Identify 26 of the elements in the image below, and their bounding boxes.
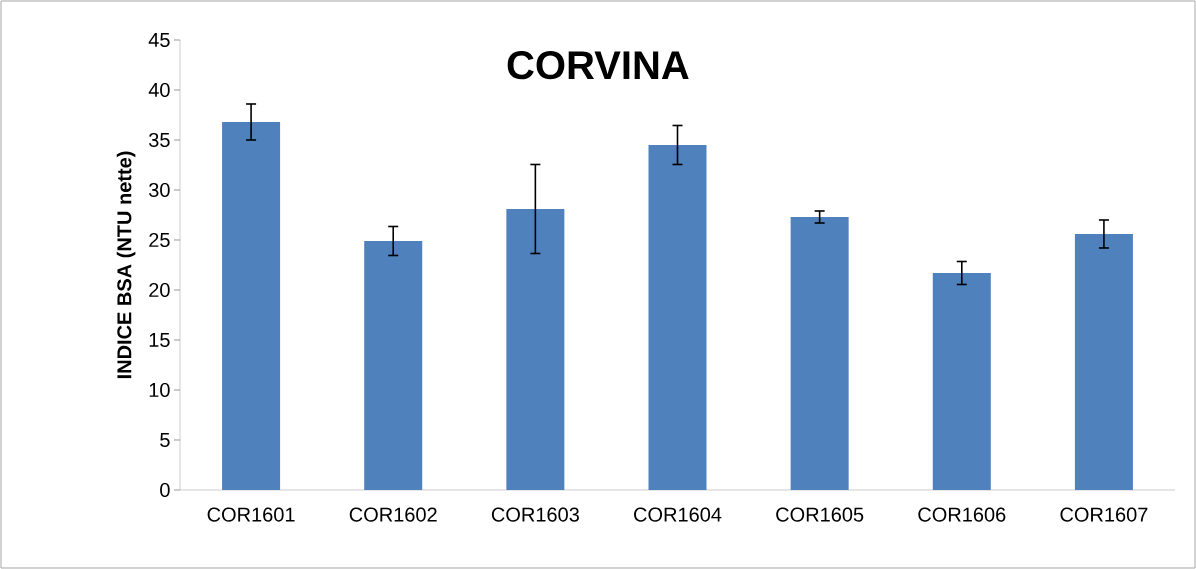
y-tick-label: 15: [149, 333, 170, 347]
y-tick-label: 20: [149, 282, 170, 298]
x-tick-label: COR1605: [776, 507, 864, 522]
y-tick-label: 25: [149, 232, 170, 248]
bar: [790, 216, 849, 490]
y-tick-label: 40: [148, 82, 170, 98]
bar: [364, 240, 423, 490]
x-tick-label: COR1607: [1060, 507, 1148, 522]
y-tick-label: 5: [160, 433, 170, 447]
y-tick-label: 10: [149, 382, 170, 398]
y-tick-label: 30: [149, 182, 170, 198]
y-tick-label: 45: [148, 33, 170, 47]
bar: [648, 144, 707, 490]
x-tick-label: COR1606: [918, 507, 1006, 522]
y-axis-title: INDICE BSA (NTU nette): [116, 151, 136, 379]
x-tick-label: COR1604: [634, 507, 722, 522]
bar: [1074, 233, 1133, 490]
x-tick-label: COR1602: [349, 507, 437, 522]
bar: [222, 121, 281, 490]
x-tick-label: COR1603: [491, 507, 579, 522]
x-tick-label: COR1601: [207, 507, 295, 522]
y-tick-label: 35: [149, 132, 170, 148]
y-tick-label: 0: [160, 482, 170, 498]
bar: [506, 208, 565, 490]
bar: [932, 272, 991, 490]
chart-title: CORVINA: [507, 51, 689, 80]
